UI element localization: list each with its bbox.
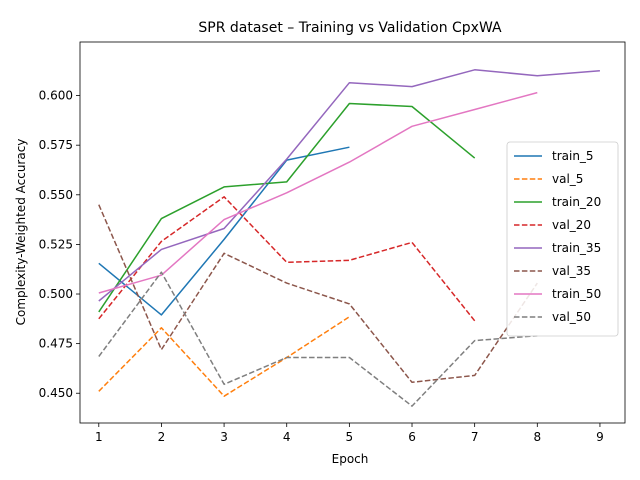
series-line-train_50 xyxy=(98,91,538,294)
plot-frame xyxy=(79,41,626,424)
legend-label-val_50: val_50 xyxy=(552,310,591,324)
x-tick-label: 5 xyxy=(346,430,354,444)
legend-box xyxy=(506,141,619,337)
x-tick-label: 6 xyxy=(408,430,416,444)
y-axis-label: Complexity-Weighted Accuracy xyxy=(14,139,28,326)
legend: train_5 val_5 train_20 val_20 train_35 val_35… xyxy=(506,141,619,337)
series-line-train_35 xyxy=(98,69,600,302)
x-tick-label: 9 xyxy=(596,430,604,444)
legend-label-val_5: val_5 xyxy=(552,172,583,186)
series-line-train_5 xyxy=(98,146,350,316)
y-axis: 0.450 0.475 0.500 0.525 0.550 0.575 0.600 xyxy=(39,89,80,400)
y-tick-label: 0.475 xyxy=(39,337,73,351)
series-line-train_20 xyxy=(98,102,476,313)
legend-label-train_5: train_5 xyxy=(552,149,594,163)
x-axis-label: Epoch xyxy=(332,452,369,466)
legend-label-val_35: val_35 xyxy=(552,264,591,278)
y-tick-label: 0.600 xyxy=(39,89,73,103)
plot-area xyxy=(79,41,626,424)
x-tick-label: 3 xyxy=(220,430,228,444)
y-tick-label: 0.575 xyxy=(39,138,73,152)
series-line-val_35 xyxy=(98,204,538,384)
x-tick-label: 2 xyxy=(158,430,166,444)
y-tick-label: 0.550 xyxy=(39,188,73,202)
legend-label-train_50: train_50 xyxy=(552,287,601,301)
x-tick-label: 8 xyxy=(533,430,541,444)
x-tick-label: 4 xyxy=(283,430,291,444)
legend-label-train_35: train_35 xyxy=(552,241,601,255)
y-tick-label: 0.500 xyxy=(39,287,73,301)
series-line-val_50 xyxy=(98,271,538,407)
x-tick-label: 7 xyxy=(471,430,479,444)
y-tick-label: 0.450 xyxy=(39,386,73,400)
series-line-val_5 xyxy=(98,316,350,397)
series-line-val_20 xyxy=(98,196,476,322)
y-tick-label: 0.525 xyxy=(39,237,73,251)
legend-label-train_20: train_20 xyxy=(552,195,601,209)
x-axis: 1 2 3 4 5 6 7 8 9 xyxy=(95,423,604,444)
chart-title: SPR dataset – Training vs Validation Cpx… xyxy=(198,20,502,36)
x-tick-label: 1 xyxy=(95,430,103,444)
legend-label-val_20: val_20 xyxy=(552,218,591,232)
